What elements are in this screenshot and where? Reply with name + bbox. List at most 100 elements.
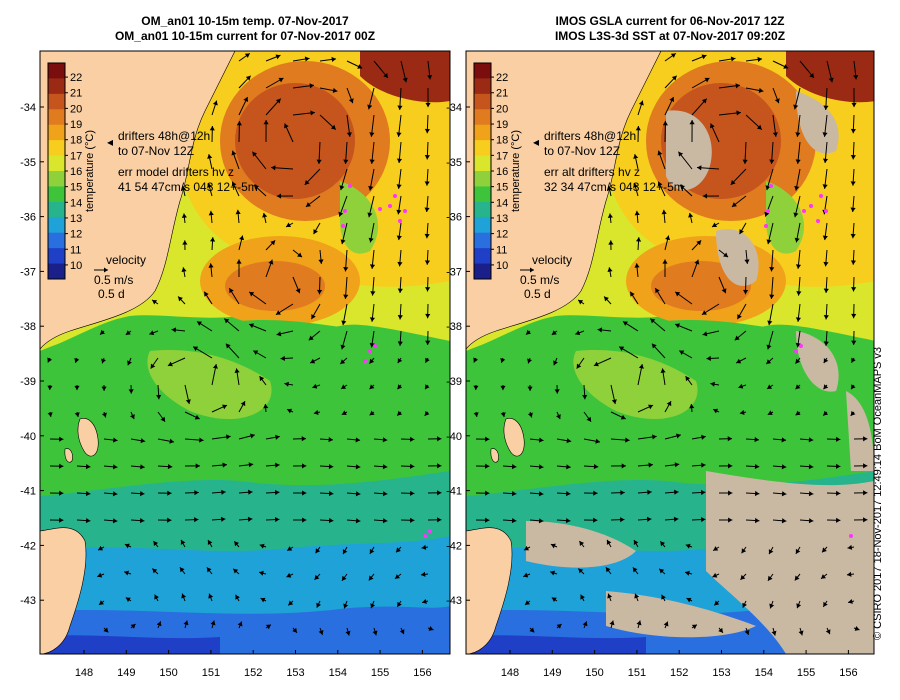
velocity-arrowhead bbox=[276, 331, 282, 337]
left-drifter-tracks bbox=[341, 184, 432, 538]
velocity-arrowhead bbox=[355, 491, 361, 497]
velocity-arrowhead bbox=[397, 384, 403, 390]
velocity-arrowhead bbox=[341, 320, 347, 326]
right-colorbar-tick: 17 bbox=[496, 150, 508, 162]
left-colorbar-swatch bbox=[48, 63, 65, 79]
right-colorbar-tick: 20 bbox=[496, 103, 508, 115]
velocity-arrowhead bbox=[728, 463, 733, 469]
longitude-tick-label: 151 bbox=[202, 667, 220, 679]
velocity-arrowhead bbox=[318, 629, 324, 635]
right-colorbar-label: temperature (°C) bbox=[510, 130, 522, 212]
velocity-arrowhead bbox=[741, 548, 747, 554]
velocity-arrowhead bbox=[98, 545, 104, 551]
velocity-arrowhead bbox=[848, 598, 853, 604]
velocity-arrowhead bbox=[551, 330, 557, 335]
longitude-tick-label: 155 bbox=[797, 667, 815, 679]
latitude-tick-label: -40 bbox=[20, 431, 36, 443]
velocity-arrowhead bbox=[328, 463, 334, 470]
velocity-arrowhead bbox=[593, 490, 598, 496]
velocity-arrowhead bbox=[633, 154, 639, 159]
velocity-arrowhead bbox=[823, 384, 829, 390]
velocity-arrowhead bbox=[553, 360, 558, 366]
left-velocity-arrows bbox=[47, 52, 442, 636]
velocity-arrowhead bbox=[357, 64, 363, 69]
velocity-arrowhead bbox=[331, 56, 337, 63]
velocity-arrowhead bbox=[691, 624, 697, 630]
velocity-arrowhead bbox=[634, 263, 640, 268]
longitude-tick-label: 149 bbox=[543, 667, 561, 679]
longitude-tick-label: 148 bbox=[501, 667, 519, 679]
latitude-ticks: -34 -34 -35 -35 -36 -36 -37 -37 -38 -38 -39 -39 -40 -… bbox=[20, 102, 470, 607]
latitude-tick-label-right: -34 bbox=[446, 102, 462, 114]
velocity-arrowhead bbox=[437, 463, 442, 469]
velocity-arrowhead bbox=[854, 626, 860, 631]
velocity-arrowhead bbox=[714, 600, 720, 606]
velocity-arrowhead bbox=[233, 568, 239, 574]
left-colorbar-tick: 22 bbox=[70, 72, 82, 84]
velocity-arrowhead bbox=[382, 437, 388, 443]
velocity-arrowhead bbox=[278, 77, 284, 83]
velocity-arrowhead bbox=[809, 73, 814, 78]
right-map-frame bbox=[465, 50, 875, 655]
velocity-arrowhead bbox=[772, 132, 778, 137]
velocity-arrowhead bbox=[154, 594, 159, 600]
velocity-arrowhead bbox=[210, 620, 216, 626]
velocity-arrowhead bbox=[292, 627, 297, 633]
velocity-arrowhead bbox=[738, 383, 744, 389]
velocity-arrowhead bbox=[152, 568, 158, 574]
velocity-arrowhead bbox=[674, 462, 680, 468]
velocity-arrowhead bbox=[194, 414, 200, 420]
velocity-arrowhead bbox=[47, 357, 53, 363]
velocity-arrowhead bbox=[638, 364, 644, 369]
velocity-arrowhead bbox=[382, 518, 388, 524]
velocity-arrowhead bbox=[112, 491, 118, 497]
right-colorbar-swatch bbox=[474, 140, 491, 157]
velocity-arrowhead bbox=[795, 358, 801, 364]
velocity-arrowhead bbox=[604, 296, 609, 302]
velocity-arrowhead bbox=[222, 462, 227, 468]
velocity-arrowhead bbox=[701, 434, 706, 440]
velocity-arrowhead bbox=[247, 516, 253, 522]
velocity-arrowhead bbox=[851, 313, 857, 319]
velocity-arrowhead bbox=[676, 433, 681, 439]
right-colorbar-tick: 12 bbox=[496, 229, 508, 241]
velocity-arrowhead bbox=[101, 358, 106, 364]
velocity-arrowhead bbox=[607, 267, 613, 272]
velocity-arrowhead bbox=[605, 567, 611, 573]
velocity-arrowhead bbox=[511, 518, 517, 524]
velocity-arrowhead bbox=[194, 517, 199, 523]
velocity-arrowhead bbox=[851, 102, 857, 108]
velocity-arrowhead bbox=[297, 252, 303, 258]
velocity-arrowhead bbox=[396, 547, 401, 553]
right-colorbar-tick: 13 bbox=[496, 213, 508, 225]
velocity-arrowhead bbox=[700, 516, 706, 523]
velocity-arrowhead bbox=[737, 314, 742, 320]
velocity-arrowhead bbox=[823, 315, 829, 320]
velocity-arrowhead bbox=[85, 518, 91, 524]
velocity-arrowhead bbox=[650, 318, 656, 324]
velocity-arrowhead bbox=[206, 567, 212, 573]
velocity-arrowhead bbox=[262, 212, 268, 218]
velocity-arrowhead bbox=[500, 357, 506, 363]
velocity-arrowhead bbox=[355, 464, 361, 470]
left-colorbar-tick: 18 bbox=[70, 135, 82, 147]
velocity-arrowhead bbox=[369, 159, 375, 164]
right-colorbar-tick: 16 bbox=[496, 166, 508, 178]
velocity-arrowhead bbox=[74, 412, 80, 417]
velocity-arrowhead bbox=[225, 343, 231, 349]
velocity-arrowhead bbox=[399, 629, 405, 635]
velocity-arrowhead bbox=[328, 490, 334, 497]
velocity-arrowhead bbox=[500, 385, 506, 391]
velocity-arrowhead bbox=[822, 184, 828, 189]
velocity-arrowhead bbox=[607, 185, 613, 191]
velocity-arrowhead bbox=[140, 438, 146, 444]
right-velocity-key: velocity 0.5 m/s 0.5 d bbox=[520, 253, 572, 301]
velocity-arrowhead bbox=[284, 381, 289, 387]
velocity-arrowhead bbox=[112, 437, 118, 443]
velocity-arrowhead bbox=[633, 183, 638, 188]
velocity-arrowhead bbox=[397, 105, 403, 110]
velocity-arrowhead bbox=[622, 321, 628, 326]
right-note-line1: drifters 48h@12h bbox=[544, 129, 636, 143]
left-colorbar-tick: 16 bbox=[70, 166, 82, 178]
